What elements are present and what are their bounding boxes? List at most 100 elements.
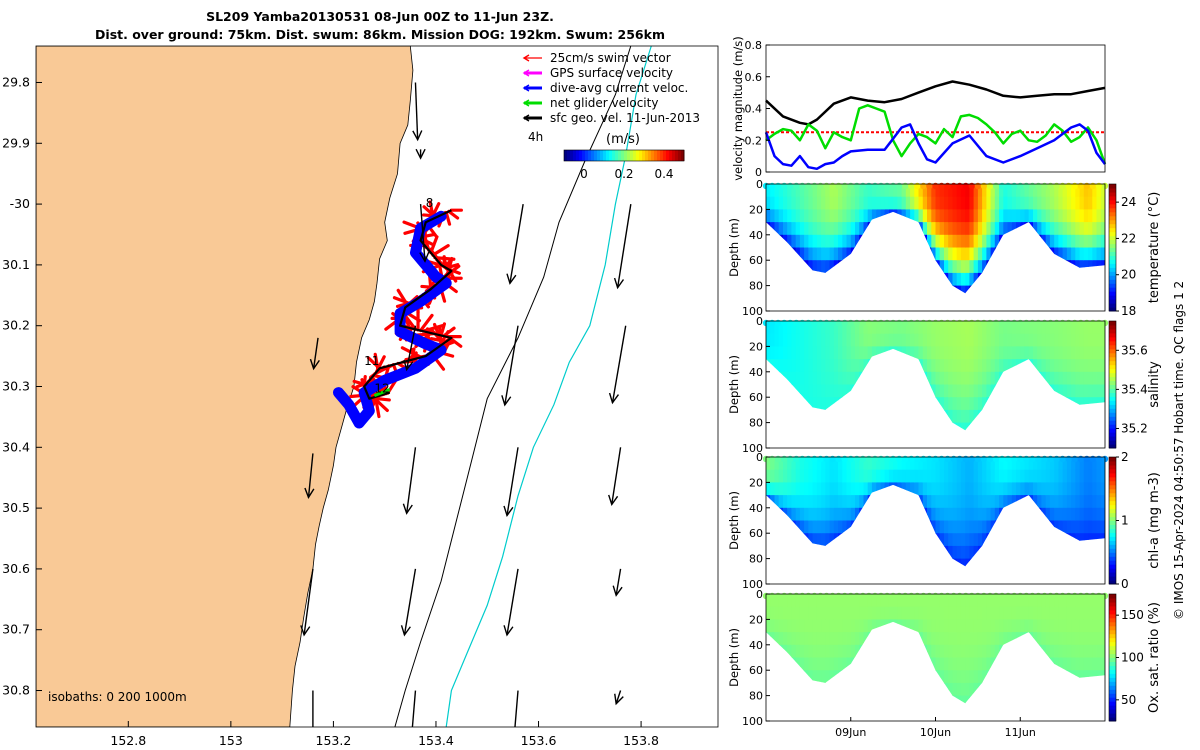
temperature-cell bbox=[1020, 247, 1026, 261]
temperature-cell bbox=[1058, 196, 1064, 210]
temperature-cell bbox=[816, 234, 822, 249]
chlorophyll-cell bbox=[1097, 571, 1102, 584]
oxygen-cell bbox=[1020, 594, 1026, 608]
oxygen-cell bbox=[994, 682, 1000, 697]
oxygen-cell bbox=[812, 644, 818, 659]
oxygen-cell bbox=[791, 695, 797, 704]
salinity-cell bbox=[888, 384, 894, 398]
salinity-cell bbox=[1028, 384, 1034, 398]
oxygen-cell bbox=[1079, 594, 1085, 608]
salinity-cell bbox=[931, 359, 937, 373]
temperature-cell bbox=[838, 298, 843, 311]
salinity-cell bbox=[833, 333, 839, 347]
oxygen-cell bbox=[876, 657, 881, 671]
temperature-cell bbox=[884, 222, 890, 236]
oxygen-colorbar-swatch bbox=[1109, 609, 1116, 615]
chlorophyll-cell bbox=[867, 533, 873, 547]
temperature-cell bbox=[766, 196, 771, 210]
temperature-cell bbox=[846, 196, 852, 210]
oxygen-cell bbox=[939, 644, 945, 659]
chlorophyll-cell bbox=[846, 533, 852, 547]
temperature-cell bbox=[1062, 196, 1068, 210]
chlorophyll-cell bbox=[994, 533, 1000, 547]
salinity-cell bbox=[1028, 397, 1034, 411]
oxygen-cell bbox=[838, 632, 843, 646]
salinity-cell bbox=[944, 409, 949, 424]
salinity-cell bbox=[910, 384, 915, 398]
oxygen-cell bbox=[783, 657, 788, 671]
temperature-cell bbox=[1079, 209, 1085, 223]
salinity-cell bbox=[863, 371, 869, 386]
temperature-cell bbox=[1054, 285, 1059, 294]
salinity-cell bbox=[1066, 333, 1072, 347]
oxygen-cell bbox=[1024, 670, 1030, 684]
chlorophyll-cell bbox=[1083, 533, 1089, 547]
chlorophyll-sample-dot bbox=[974, 455, 982, 463]
chlorophyll-cell bbox=[1007, 558, 1013, 567]
chlorophyll-cell bbox=[1066, 457, 1072, 471]
oxygen-cell bbox=[969, 695, 975, 704]
temperature-cell bbox=[888, 184, 894, 198]
chlorophyll-cell bbox=[1075, 457, 1081, 471]
temperature-cell bbox=[948, 285, 953, 294]
oxygen-cell bbox=[888, 594, 894, 608]
oxygen-cell bbox=[855, 632, 860, 646]
chlorophyll-cell bbox=[986, 482, 992, 496]
temperature-cell bbox=[1054, 272, 1059, 287]
temperature-cell bbox=[871, 234, 877, 249]
chlorophyll-cell bbox=[1062, 495, 1068, 509]
salinity-cell bbox=[901, 359, 907, 373]
salinity-cell bbox=[986, 321, 992, 335]
chlorophyll-cell bbox=[783, 545, 788, 560]
oxygen-sample-dot bbox=[896, 592, 903, 600]
temperature-cell bbox=[838, 184, 843, 198]
salinity-cell bbox=[816, 321, 822, 335]
chlorophyll-cell bbox=[1062, 558, 1068, 567]
chlorophyll-cell bbox=[872, 571, 877, 584]
oxygen-cell bbox=[1028, 619, 1034, 633]
salinity-cell bbox=[1075, 397, 1081, 411]
chlorophyll-cell bbox=[897, 545, 903, 560]
salinity-cell bbox=[1067, 435, 1072, 448]
salinity-cell bbox=[1024, 371, 1030, 386]
chlorophyll-cell bbox=[842, 533, 848, 547]
salinity-cell bbox=[1020, 371, 1026, 386]
oxygen-cell bbox=[829, 670, 835, 684]
oxygen-cell bbox=[770, 644, 775, 659]
salinity-cell bbox=[931, 346, 937, 360]
oxygen-cell bbox=[994, 594, 1000, 608]
temperature-cell bbox=[863, 222, 869, 236]
temperature-cell bbox=[795, 272, 801, 287]
chlorophyll-cell bbox=[1054, 533, 1059, 547]
temperature-cell bbox=[863, 234, 869, 249]
temperature-cell bbox=[1062, 184, 1068, 198]
chlorophyll-cell bbox=[956, 495, 962, 509]
chlorophyll-cell bbox=[905, 533, 911, 547]
salinity-cell bbox=[859, 371, 864, 386]
salinity-cell bbox=[918, 321, 924, 335]
oxygen-cell bbox=[1088, 644, 1093, 659]
salinity-cell bbox=[1100, 371, 1105, 386]
oxygen-cell bbox=[778, 657, 784, 671]
chlorophyll-cell bbox=[1083, 469, 1089, 483]
oxygen-ylabel: Depth (m) bbox=[727, 628, 741, 687]
oxygen-cell bbox=[795, 632, 801, 646]
salinity-cell bbox=[973, 409, 979, 424]
chlorophyll-cell bbox=[952, 545, 958, 560]
salinity-cell bbox=[1063, 435, 1068, 448]
temperature-cell bbox=[1071, 260, 1076, 274]
chlorophyll-cell bbox=[855, 469, 860, 483]
swim-vector bbox=[421, 324, 444, 333]
oxygen-cell bbox=[1041, 670, 1047, 684]
salinity-cell bbox=[787, 384, 792, 398]
chlorophyll-cell bbox=[999, 545, 1004, 560]
chlorophyll-cell bbox=[799, 558, 805, 567]
temperature-cell bbox=[783, 222, 788, 236]
salinity-cell bbox=[1092, 435, 1097, 448]
temperature-cell bbox=[804, 209, 809, 223]
salinity-cell bbox=[944, 435, 949, 448]
salinity-sample-dot bbox=[962, 319, 969, 327]
oxygen-cell bbox=[990, 670, 996, 684]
oxygen-cell bbox=[1066, 644, 1072, 659]
oxygen-cell bbox=[999, 695, 1004, 704]
